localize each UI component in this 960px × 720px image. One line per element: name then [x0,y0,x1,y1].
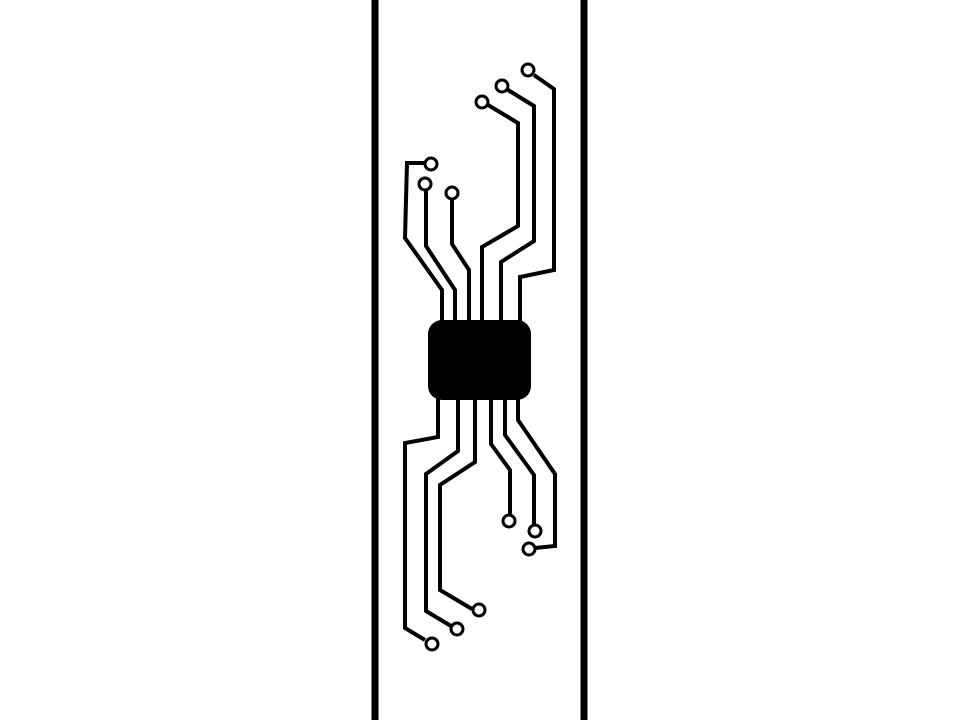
via-pad-icon [521,541,537,557]
via-pad-icon [424,636,440,652]
circuit-trace-icon [450,199,471,321]
upper-traces [402,73,556,321]
via-pad-icon [417,176,433,192]
lower-traces [403,399,557,642]
circuit-trace-icon [424,190,457,321]
circuit-trace-icon [516,399,557,550]
via-pad-icon [471,602,487,618]
circuit-trace-icon [438,399,477,611]
circuit-trace-icon [424,399,460,628]
circuit-trace-icon [503,399,536,524]
via-pad-icon [474,94,490,110]
via-pad-icon [444,185,460,201]
circuit-trace-icon [480,103,520,321]
circuit-trace-icon [402,161,444,321]
via-pad-icon [449,621,465,637]
microchip-icon [428,320,531,400]
circuit-trace-icon [489,399,512,514]
circuit-trace-icon [518,73,556,321]
via-pad-icon [423,156,439,172]
circuit-trace-icon [403,399,440,642]
via-pad-icon [527,523,543,539]
via-pad-icon [520,62,536,78]
circuit-trace-icon [499,88,536,321]
via-pad-icon [501,513,517,529]
via-pad-icon [494,78,510,94]
via-pads [417,62,543,652]
